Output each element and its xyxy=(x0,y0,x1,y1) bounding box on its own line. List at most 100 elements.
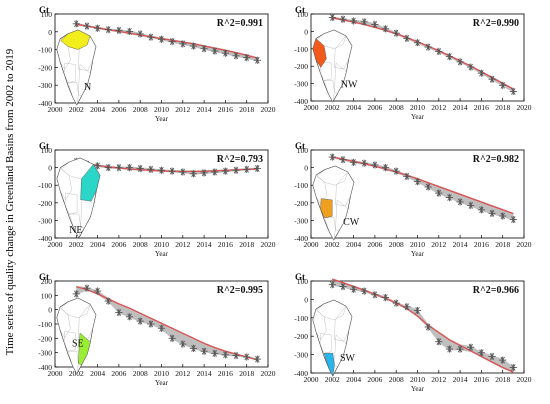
x-tick-label: 2014 xyxy=(197,105,212,114)
x-tick-label: 2020 xyxy=(517,240,532,249)
observed-point xyxy=(381,293,390,302)
figure-vertical-label: Time series of quality change in Greenla… xyxy=(4,48,16,355)
observed-point xyxy=(211,47,219,55)
x-tick-label: 2000 xyxy=(304,240,319,249)
x-tick-label: 2000 xyxy=(304,103,319,112)
x-tick-label: 2016 xyxy=(218,105,233,114)
x-tick-label: 2012 xyxy=(431,240,446,249)
y-tick-label: -200 xyxy=(294,62,308,71)
greenland-inset-map: N xyxy=(56,29,97,106)
x-axis-label: Year xyxy=(411,250,425,258)
x-tick-label: 2006 xyxy=(111,240,126,249)
x-tick-label: 2020 xyxy=(517,103,532,112)
observed-point xyxy=(477,206,485,214)
basin-boundary xyxy=(335,171,355,207)
basin-boundary xyxy=(312,308,327,340)
x-tick-label: 2014 xyxy=(453,240,468,249)
observed-point xyxy=(360,159,368,167)
observed-point xyxy=(499,81,507,89)
observed-point xyxy=(413,306,422,315)
observed-point xyxy=(392,299,400,307)
y-unit-label: Gt xyxy=(295,5,305,15)
y-tick-label: 100 xyxy=(297,277,309,286)
x-tick-label: 2014 xyxy=(453,375,468,384)
observed-point xyxy=(200,45,208,53)
y-tick-label: -100 xyxy=(38,181,52,190)
observed-point xyxy=(168,167,176,175)
observed-point xyxy=(94,24,102,32)
observed-point xyxy=(371,291,379,299)
observed-point xyxy=(211,168,219,176)
basin-boundary xyxy=(78,303,97,340)
basin-boundary xyxy=(67,351,79,375)
x-axis-label: Year xyxy=(411,385,425,393)
x-tick-label: 2010 xyxy=(154,369,169,378)
y-tick-label: 100 xyxy=(297,146,309,155)
r-squared-label: R^2=0.982 xyxy=(473,154,519,165)
observed-point xyxy=(232,351,240,360)
basin-name-label: CW xyxy=(343,217,360,228)
fit-trend-line xyxy=(76,160,258,173)
observed-point xyxy=(467,201,475,210)
x-tick-label: 2008 xyxy=(133,369,148,378)
basin-name-label: NE xyxy=(69,225,82,236)
x-tick-label: 2016 xyxy=(474,375,489,384)
observed-point xyxy=(189,42,198,50)
x-tick-label: 2006 xyxy=(367,103,382,112)
basin-boundary xyxy=(323,80,335,103)
x-tick-label: 2018 xyxy=(239,105,254,114)
x-tick-label: 2018 xyxy=(495,103,510,112)
observed-point xyxy=(147,320,155,328)
observed-point xyxy=(499,356,507,364)
uncertainty-band xyxy=(332,156,514,221)
basin-boundary xyxy=(334,62,347,94)
observed-point xyxy=(509,363,517,372)
x-tick-label: 2004 xyxy=(90,240,105,249)
observed-point xyxy=(360,18,368,26)
x-tick-label: 2014 xyxy=(197,240,212,249)
observed-point xyxy=(179,40,187,48)
y-tick-label: 0 xyxy=(304,164,308,173)
observed-point xyxy=(339,282,347,291)
observed-point xyxy=(445,53,454,61)
observed-point xyxy=(94,287,102,295)
observed-point xyxy=(72,290,80,298)
observed-point xyxy=(424,43,432,51)
x-tick-label: 2016 xyxy=(218,240,233,249)
observed-point xyxy=(232,52,240,60)
highlighted-basin-nw xyxy=(312,38,327,68)
observed-point xyxy=(467,63,475,71)
observed-point xyxy=(125,27,134,36)
greenland-inset-map: CW xyxy=(312,165,360,241)
observed-point xyxy=(403,303,411,311)
observed-point xyxy=(157,324,166,332)
highlighted-basin-sw xyxy=(323,353,335,377)
x-tick-label: 2008 xyxy=(389,103,404,112)
y-tick-label: -400 xyxy=(294,234,308,243)
observed-point xyxy=(403,34,411,42)
basin-boundary xyxy=(80,194,94,229)
basin-boundary xyxy=(56,306,71,338)
basin-boundary xyxy=(334,334,347,368)
y-tick-label: 100 xyxy=(41,146,53,155)
x-tick-label: 2000 xyxy=(48,105,63,114)
observed-point xyxy=(221,351,229,359)
x-tick-label: 2018 xyxy=(239,369,254,378)
y-tick-label: 0 xyxy=(304,27,308,36)
x-axis-label: Year xyxy=(155,115,169,123)
x-tick-label: 2004 xyxy=(90,369,105,378)
x-tick-label: 2002 xyxy=(325,103,340,112)
highlighted-basin-cw xyxy=(320,198,333,219)
greenland-outline xyxy=(56,297,97,375)
observed-point xyxy=(413,39,422,47)
basin-boundary xyxy=(316,299,347,320)
basin-boundary xyxy=(60,297,91,318)
observed-point xyxy=(371,161,379,169)
x-tick-label: 2006 xyxy=(111,369,126,378)
y-unit-label: Gt xyxy=(39,272,49,282)
observed-point xyxy=(413,178,422,186)
greenland-outline xyxy=(312,165,355,241)
y-tick-label: -300 xyxy=(38,81,52,90)
observed-point xyxy=(125,164,134,172)
